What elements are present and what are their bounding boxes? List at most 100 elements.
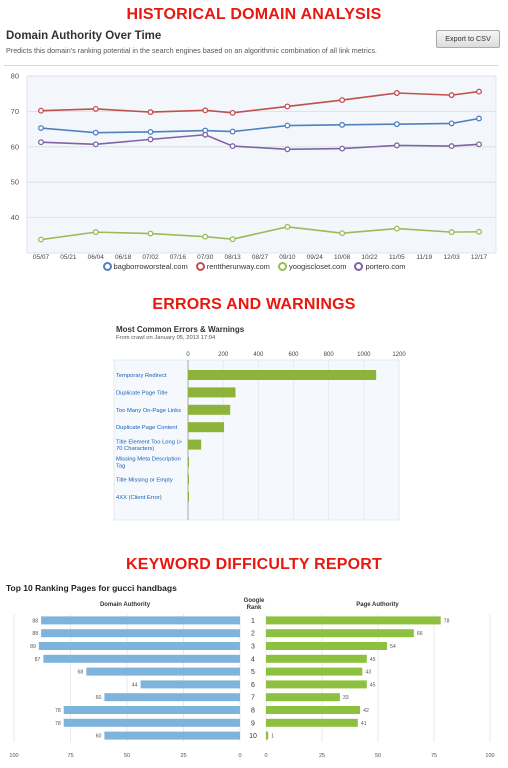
domain-authority-bar	[38, 642, 240, 650]
page-authority-bar	[266, 731, 269, 740]
x-tick-label: 07/30	[197, 254, 214, 261]
domain-authority-value: 78	[55, 721, 61, 727]
google-rank-label: 6	[251, 682, 255, 689]
legend-label: yoogiscloset.com	[288, 262, 347, 271]
page-authority-value: 1	[271, 734, 274, 740]
y-tick-label: 70	[11, 107, 19, 116]
page-authority-value: 66	[417, 631, 423, 637]
x-tick-label: 200	[218, 352, 229, 358]
domain-authority-value: 60	[96, 734, 102, 740]
keyword-chart-title: Top 10 Ranking Pages for gucci handbags	[6, 583, 177, 593]
data-point	[147, 230, 154, 237]
x-tick-label: 75	[67, 753, 73, 759]
data-point	[202, 107, 209, 114]
data-point	[476, 141, 482, 148]
domain-authority-bar	[86, 667, 240, 676]
error-category-label[interactable]: Title Missing or Empty	[116, 477, 173, 483]
error-bar	[188, 370, 377, 380]
x-tick-label: 0	[238, 753, 241, 759]
data-point	[38, 107, 44, 114]
domain-authority-title: Domain Authority Over Time	[6, 30, 162, 42]
google-rank-label: 9	[251, 720, 255, 727]
x-tick-label: 06/04	[88, 254, 105, 261]
page-authority-value: 42	[363, 708, 369, 714]
x-tick-label: 10/08	[334, 254, 351, 261]
data-point	[284, 223, 291, 230]
x-tick-label: 0	[264, 753, 267, 759]
errors-heading: ERRORS AND WARNINGS	[152, 296, 356, 313]
error-category-label[interactable]: Temporary Redirect	[116, 373, 167, 379]
domain-authority-bar	[63, 718, 240, 727]
data-point	[38, 236, 44, 243]
x-tick-label: 07/02	[142, 254, 159, 261]
error-bar	[188, 387, 236, 398]
errors-chart-title: Most Common Errors & Warnings	[116, 325, 245, 334]
x-tick-label: 800	[324, 352, 335, 358]
data-point	[448, 120, 455, 127]
data-point	[38, 139, 44, 146]
export-csv-button[interactable]: Export to CSV	[436, 30, 500, 48]
x-tick-label: 100	[9, 753, 18, 759]
google-rank-label: 2	[251, 631, 255, 638]
x-tick-label: 50	[375, 753, 381, 759]
data-point	[339, 121, 346, 128]
error-bar	[188, 422, 225, 433]
error-category-label[interactable]: Title Element Too Long (> 70 Characters)	[116, 439, 183, 452]
legend-marker	[102, 262, 112, 271]
domain-authority-value: 44	[132, 682, 138, 688]
legend-item: renttherunway.com	[195, 262, 270, 271]
legend-item: bagborroworsteal.com	[102, 262, 188, 271]
line-chart-legend: bagborroworsteal.com renttherunway.com yoo…	[0, 262, 508, 271]
domain-authority-value: 68	[78, 670, 84, 676]
x-tick-label: 600	[288, 352, 299, 358]
data-point	[202, 131, 209, 138]
page-authority-bar	[266, 693, 340, 702]
data-point	[476, 228, 482, 235]
error-category-label[interactable]: 4XX (Client Error)	[116, 495, 162, 501]
data-point	[393, 142, 400, 149]
x-tick-label: 05/07	[33, 254, 50, 261]
domain-authority-value: 87	[35, 657, 41, 663]
error-category-label[interactable]: Duplicate Page Title	[116, 390, 168, 396]
legend-marker	[277, 262, 287, 271]
domain-authority-value: 88	[32, 631, 38, 637]
error-bar	[188, 474, 189, 485]
keyword-heading: KEYWORD DIFFICULTY REPORT	[126, 556, 382, 573]
page-authority-bar	[266, 654, 367, 663]
error-category-label[interactable]: Duplicate Page Content	[116, 425, 178, 431]
x-tick-label: 12/17	[471, 254, 488, 261]
plot-area	[26, 75, 497, 254]
data-point	[448, 143, 455, 150]
x-tick-label: 75	[431, 753, 437, 759]
domain-authority-value: 88	[32, 618, 38, 624]
data-point	[284, 122, 291, 129]
legend-marker	[354, 262, 364, 271]
page-authority-bar	[266, 718, 358, 727]
x-tick-label: 50	[124, 753, 130, 759]
data-point	[202, 233, 209, 240]
data-point	[147, 136, 154, 143]
x-tick-label: 0	[186, 352, 190, 358]
historical-heading: HISTORICAL DOMAIN ANALYSIS	[126, 6, 382, 23]
error-category-label[interactable]: Too Many On-Page Links	[116, 408, 181, 414]
series-line	[40, 225, 480, 241]
divider	[4, 65, 498, 66]
domain-authority-bar	[104, 693, 241, 702]
google-rank-label: 5	[251, 669, 255, 676]
domain-authority-bar	[41, 629, 241, 638]
data-point	[448, 229, 455, 236]
x-tick-label: 12/03	[443, 254, 460, 261]
page-authority-bar	[266, 629, 414, 638]
legend-item: portero.com	[354, 262, 406, 271]
x-tick-label: 08/27	[252, 254, 269, 261]
series-line	[40, 117, 480, 134]
data-point	[38, 125, 44, 131]
page-authority-bar	[266, 680, 367, 689]
y-tick-label: 80	[11, 72, 19, 81]
x-tick-label: 06/18	[115, 254, 132, 261]
google-rank-label: 1	[251, 618, 255, 625]
data-point	[393, 121, 400, 128]
domain-authority-bar	[43, 654, 240, 663]
error-category-label[interactable]: Missing Meta Description Tag	[116, 457, 181, 470]
y-tick-label: 40	[11, 213, 19, 222]
